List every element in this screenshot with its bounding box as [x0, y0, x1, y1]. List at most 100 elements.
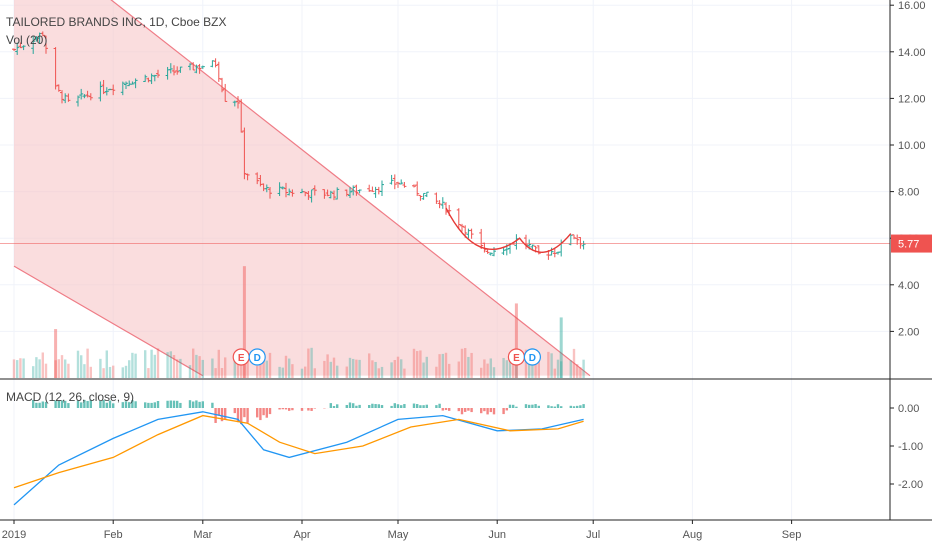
macd-hist-bar	[371, 403, 374, 408]
volume-bar	[419, 350, 422, 378]
volume-bar	[262, 351, 265, 378]
x-tick-label: Jun	[488, 529, 506, 541]
macd-hist-bar	[246, 408, 249, 423]
volume-bar	[537, 351, 540, 378]
volume-bar	[281, 367, 284, 378]
volume-bar	[121, 367, 124, 378]
macd-hist-bar	[76, 400, 80, 408]
volume-bar	[240, 364, 243, 378]
volume-bar	[12, 359, 16, 378]
macd-hist-bar	[582, 404, 585, 408]
macd-histogram	[32, 399, 585, 425]
chart-title: TAILORED BRANDS INC, 1D, Cboe BZX	[6, 15, 227, 29]
volume-bar	[32, 366, 35, 378]
volume-bar	[470, 352, 473, 378]
volume-bar	[217, 349, 220, 378]
macd-hist-bar	[172, 400, 176, 408]
macd-hist-bar	[358, 404, 361, 408]
volume-bar	[108, 366, 112, 378]
macd-hist-bar	[211, 402, 214, 408]
event-marker-label: E	[513, 353, 520, 364]
macd-hist-bar	[508, 404, 512, 408]
macd-hist-bar	[470, 408, 473, 413]
macd-hist-bar	[380, 405, 384, 408]
volume-bar	[192, 348, 195, 378]
macd-hist-bar	[438, 403, 441, 408]
macd-hist-bar	[220, 408, 224, 422]
macd-hist-bar	[329, 403, 332, 408]
volume-bar	[41, 352, 44, 378]
macd-hist-bar	[502, 408, 505, 415]
macd-hist-bar	[480, 408, 483, 414]
volume-bar	[176, 359, 179, 378]
macd-line	[13, 411, 584, 506]
volume-spike	[514, 303, 518, 378]
macd-hist-bar	[192, 401, 195, 408]
macd-hist-bar	[128, 402, 131, 408]
time-axis-bg	[0, 520, 932, 550]
volume-bar	[550, 353, 553, 378]
y-tick-label: 10.00	[898, 140, 926, 152]
volume-bar	[131, 352, 134, 378]
volume-bar	[582, 359, 585, 378]
macd-hist-bar	[553, 406, 556, 408]
volume-bar	[76, 350, 80, 378]
macd-hist-bar	[80, 402, 83, 408]
volume-bar	[524, 349, 528, 378]
volume-bar	[553, 368, 556, 378]
macd-hist-bar	[214, 408, 217, 423]
macd-hist-bar	[278, 408, 281, 410]
volume-bar	[150, 349, 153, 378]
volume-bar	[220, 368, 224, 378]
volume-bar	[403, 368, 406, 378]
volume-bar	[179, 358, 182, 378]
macd-hist-bar	[310, 408, 313, 411]
volume-bar	[300, 368, 304, 378]
volume-bar	[201, 359, 204, 378]
volume-bar	[547, 351, 550, 378]
macd-hist-bar	[492, 408, 496, 415]
macd-hist-bar	[560, 406, 563, 408]
macd-hist-bar	[124, 401, 128, 408]
macd-hist-bar	[528, 404, 531, 408]
volume-bar	[467, 356, 470, 378]
volume-bar	[329, 361, 332, 378]
volume-bar	[492, 367, 496, 378]
macd-hist-bar	[38, 402, 41, 408]
volume-bar	[153, 354, 156, 378]
volume-bar	[172, 355, 176, 378]
macd-hist-bar	[345, 404, 348, 408]
volume-spike	[54, 329, 58, 378]
macd-hist-bar	[464, 408, 467, 412]
volume-bar	[211, 358, 214, 378]
macd-hist-bar	[102, 399, 105, 408]
macd-hist-bar	[515, 406, 518, 408]
volume-bar	[348, 357, 352, 378]
macd-hist-bar	[240, 408, 243, 425]
volume-bar	[89, 366, 92, 378]
x-tick-label: Jul	[586, 529, 600, 541]
volume-bar	[486, 363, 489, 378]
volume-bar	[307, 348, 310, 378]
volume-bar	[390, 362, 393, 378]
macd-hist-bar	[35, 402, 38, 408]
macd-hist-bar	[448, 408, 451, 411]
macd-hist-bar	[374, 404, 377, 408]
macd-y-tick-label: -1.00	[898, 441, 923, 453]
volume-bar	[396, 356, 400, 378]
volume-bar	[291, 364, 294, 378]
volume-label: Vol (20)	[6, 33, 48, 47]
macd-hist-bar	[352, 403, 355, 408]
volume-bar	[124, 365, 128, 378]
volume-bar	[224, 357, 227, 378]
macd-hist-bar	[57, 400, 60, 408]
ohlc-bars	[12, 31, 586, 260]
macd-y-tick-label: 0.00	[898, 403, 919, 415]
macd-hist-bar	[156, 401, 160, 408]
macd-hist-bar	[524, 404, 528, 408]
x-tick-label: Mar	[193, 529, 212, 541]
volume-bar	[188, 365, 192, 378]
x-tick-label: Sep	[782, 529, 802, 541]
macd-hist-bar	[131, 400, 134, 408]
